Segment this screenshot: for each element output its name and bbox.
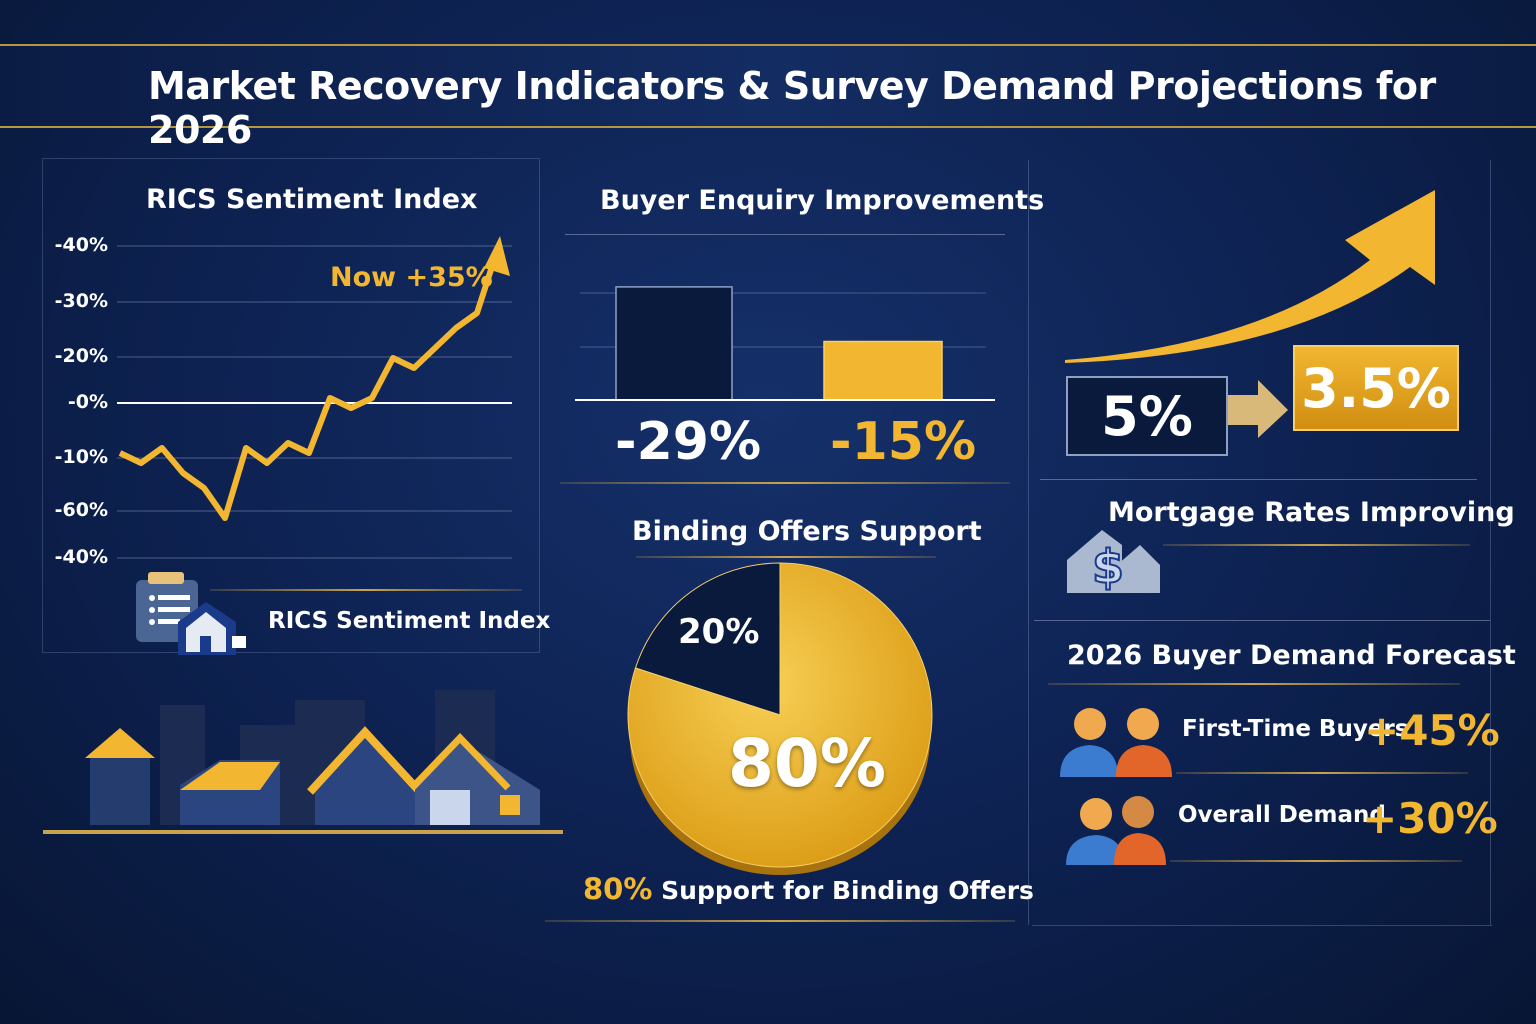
house-icon [178, 602, 246, 655]
dollar-house-icon: $ [1067, 530, 1160, 595]
caption-text: Support for Binding Offers [661, 876, 1034, 905]
houses-illustration [43, 690, 563, 834]
y-tick-label: -60% [54, 499, 108, 521]
y-tick-label: -10% [54, 446, 108, 468]
binding-pie-chart [627, 562, 933, 875]
divider [636, 556, 936, 558]
row-label: First-Time Buyers [1182, 716, 1409, 742]
divider [210, 589, 522, 591]
svg-text:$: $ [1092, 540, 1124, 594]
pie-slice [627, 562, 933, 868]
title-bar: Market Recovery Indicators & Survey Dema… [0, 44, 1536, 152]
y-tick-label: -0% [67, 391, 108, 413]
forecast-row-first-time: First-Time Buyers +45% [1058, 702, 1500, 782]
couple-icon [1060, 708, 1172, 777]
bar-label-2: -15% [830, 412, 977, 472]
divider [1040, 479, 1477, 480]
rate-from: 5% [1066, 376, 1228, 456]
clipboard-icon [136, 572, 246, 655]
divider [560, 482, 1010, 484]
divider [1490, 160, 1491, 925]
y-tick-label: -40% [54, 234, 108, 256]
divider [1176, 772, 1468, 774]
rics-title: RICS Sentiment Index [146, 184, 478, 215]
pie-caption: 80% Support for Binding Offers [583, 872, 1034, 906]
right-arrow-icon [1228, 380, 1288, 438]
divider [545, 920, 1015, 922]
enquiry-bar-chart [575, 286, 995, 401]
row-value: +30% [1362, 794, 1498, 843]
row-value: +45% [1364, 706, 1500, 755]
y-tick-label: -30% [54, 290, 108, 312]
forecast-row-overall: Overall Demand +30% [1066, 790, 1498, 870]
divider [1163, 544, 1470, 546]
pie-slice [634, 562, 781, 716]
mortgage-label: Mortgage Rates Improving [1108, 497, 1515, 528]
pie-label-80: 80% [728, 725, 886, 802]
couple-icon [1066, 796, 1166, 865]
rics-legend-label: RICS Sentiment Index [268, 608, 551, 634]
divider [565, 234, 1005, 235]
divider [1034, 620, 1490, 621]
rics-panel [42, 158, 540, 653]
divider [1048, 683, 1460, 685]
y-tick-label: -20% [54, 345, 108, 367]
bar [823, 340, 943, 401]
divider [1028, 160, 1029, 925]
divider [1032, 925, 1492, 926]
bar-label-1: -29% [615, 412, 762, 472]
forecast-title: 2026 Buyer Demand Forecast [1067, 640, 1516, 671]
divider [1170, 860, 1462, 862]
rate-to: 3.5% [1293, 345, 1459, 431]
y-tick-label: -40% [54, 546, 108, 568]
row-label: Overall Demand [1178, 802, 1386, 828]
arrowhead-icon [484, 236, 510, 276]
bar [615, 286, 733, 401]
now-annotation: Now +35% [330, 262, 493, 293]
up-arrow-icon [1065, 190, 1435, 363]
pie-label-20: 20% [678, 612, 760, 652]
binding-title: Binding Offers Support [632, 516, 982, 547]
enquiry-title: Buyer Enquiry Improvements [600, 185, 1045, 216]
page-title: Market Recovery Indicators & Survey Dema… [148, 64, 1436, 152]
caption-value: 80% [583, 872, 653, 906]
